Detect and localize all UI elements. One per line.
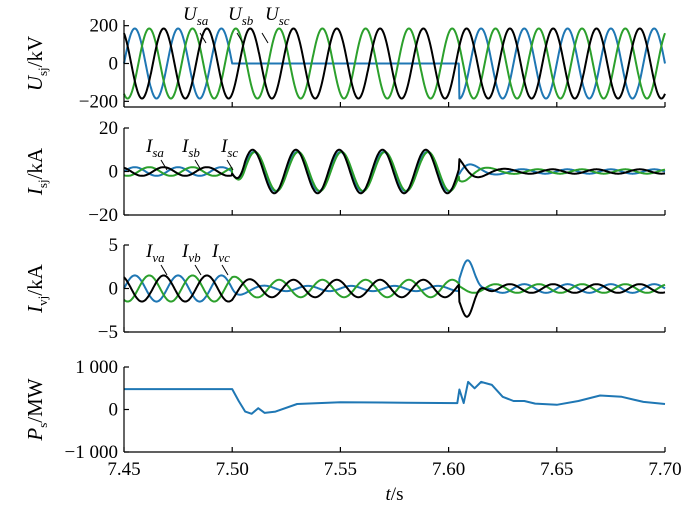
series-line [124,380,666,415]
series-label: Usa [183,4,209,28]
y-tick-label: 0 [109,162,119,183]
label-connector [194,264,202,276]
panel-2: 20 0 −20 Isj/kA Isa Isb Isc [23,118,666,226]
panel-1: 200 0 −200 Usj/kV Usa Usb Usc [23,4,666,112]
x-tick-label: 7.45 [107,459,140,480]
y-tick-label: 1 000 [75,357,118,378]
series-label: Isa [145,136,164,160]
series-label: Usb [228,4,254,28]
y-tick-label: 0 [109,279,119,300]
label-connector [221,264,229,276]
label-connector [160,159,168,171]
y-tick-label: 20 [99,118,118,139]
y-axis-label: Ps/MW [23,378,50,441]
y-tick-label: 0 [109,400,119,421]
series-line [123,148,666,195]
y-tick-label: −20 [88,205,118,226]
label-connector [261,32,269,44]
label-connector [160,264,168,276]
series-line [123,27,666,100]
series-label: Ivb [181,241,201,265]
series-label: Iva [145,241,165,265]
y-tick-label: 0 [109,54,119,75]
label-connector [194,159,202,171]
label-connector [199,32,207,44]
series-label: Isb [181,136,200,160]
label-connector [226,159,234,171]
series-line [123,259,666,303]
x-tick-label: 7.65 [540,459,573,480]
panel-4: 1 000 0 −1 000 Ps/MW [23,357,666,463]
y-tick-label: 200 [90,16,119,37]
series-label: Usc [265,4,290,28]
y-axis-label: Usj/kV [23,36,50,91]
y-tick-label: −1 000 [65,442,118,463]
y-tick-label: −5 [98,322,118,343]
y-axis-label: Ivj/kA [23,263,50,313]
y-tick-label: 5 [109,235,119,256]
panel-3: 5 0 −5 Ivj/kA Iva Ivb Ivc [23,235,666,343]
x-tick-label: 7.50 [216,459,249,480]
series-label: Ivc [211,241,230,265]
x-axis-labels: 7.45 7.50 7.55 7.60 7.65 7.70 t/s [107,459,681,505]
x-axis-label: t/s [386,484,404,505]
y-axis-label: Isj/kA [23,147,50,196]
y-tick-label: −200 [79,91,118,112]
series-line [123,27,666,100]
series-line [123,150,666,193]
x-tick-label: 7.60 [432,459,465,480]
label-connector [236,32,244,44]
x-tick-label: 7.70 [648,459,681,480]
x-tick-label: 7.55 [324,459,357,480]
series-line [123,274,666,318]
series-label: Isc [220,136,238,160]
